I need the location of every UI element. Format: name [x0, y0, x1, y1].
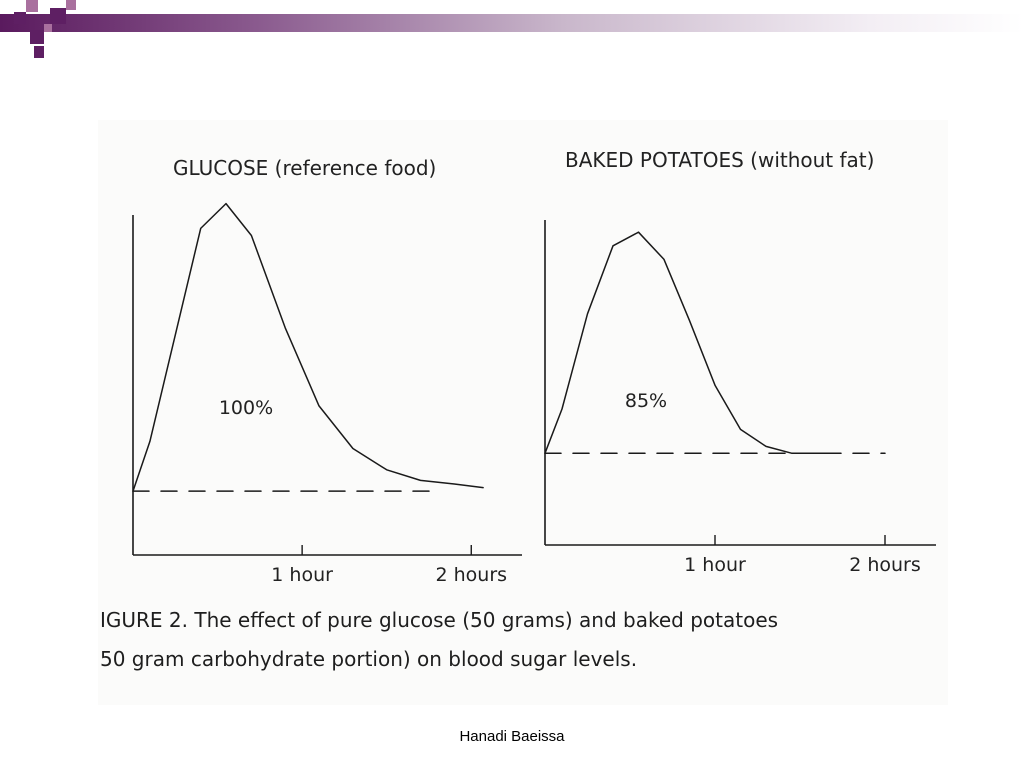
header-decor-square — [50, 8, 66, 24]
x-tick-label: 2 hours — [849, 554, 921, 576]
blood-sugar-curve — [544, 231, 827, 454]
percent-annotation: 85% — [625, 390, 667, 412]
header-decor-square — [14, 12, 26, 24]
blood-sugar-curve — [132, 202, 484, 492]
header-decor-square — [34, 46, 44, 58]
figure-caption-line-2: 50 gram carbohydrate portion) on blood s… — [100, 647, 638, 671]
figure-caption-line-1: IGURE 2. The effect of pure glucose (50 … — [100, 608, 779, 632]
percent-annotation: 100% — [219, 397, 273, 419]
header-decor-square — [44, 24, 52, 32]
slide-header-bar — [0, 14, 1024, 32]
x-tick-label: 1 hour — [271, 564, 333, 586]
x-tick-label: 2 hours — [435, 564, 507, 586]
chart-title-glucose: GLUCOSE (reference food) — [173, 156, 437, 180]
footer-author: Hanadi Baeissa — [459, 728, 565, 745]
header-decor-square — [26, 0, 38, 12]
figure-scan — [98, 120, 948, 705]
header-decor-square — [30, 30, 44, 44]
chart-title-potatoes: BAKED POTATOES (without fat) — [565, 148, 875, 172]
x-tick-label: 1 hour — [684, 554, 746, 576]
header-decor-square — [66, 0, 76, 10]
